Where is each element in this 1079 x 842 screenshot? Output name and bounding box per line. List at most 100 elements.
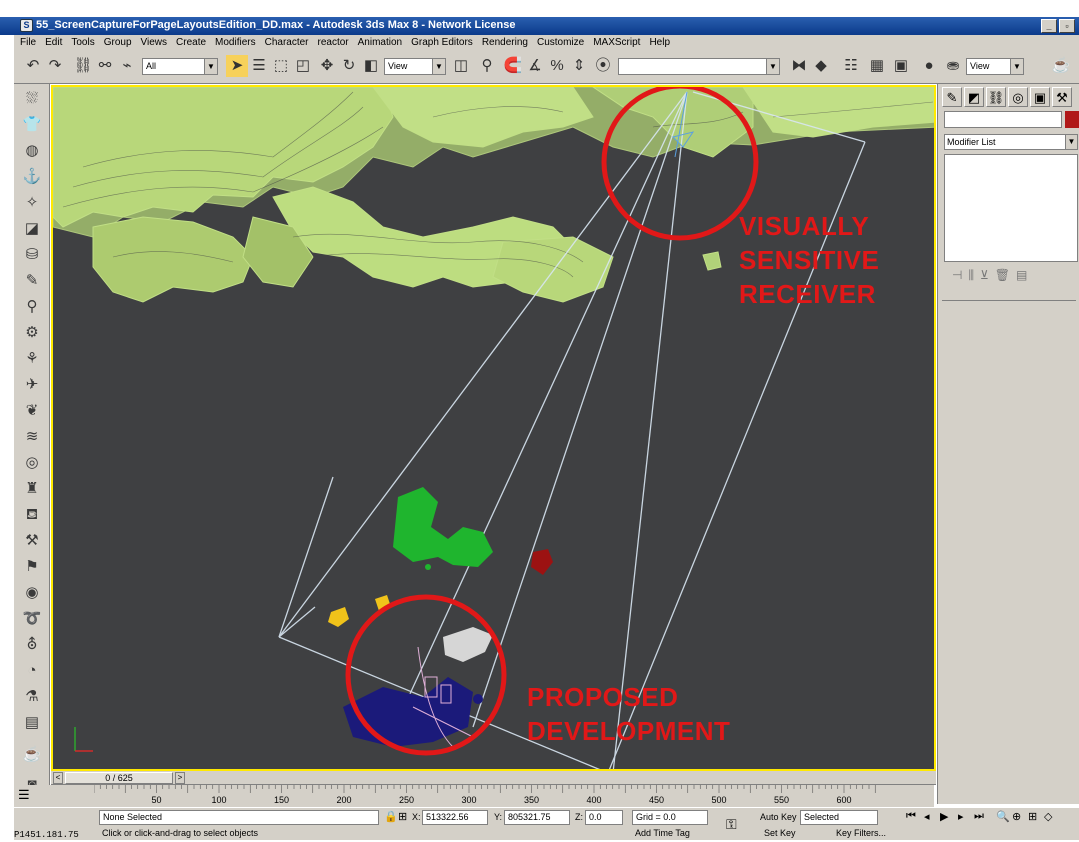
move-icon[interactable]: ✥ [320, 57, 334, 74]
unlink-icon[interactable]: ⚯ [98, 57, 112, 74]
field-of-view-icon[interactable]: ◇ [1044, 811, 1053, 823]
absolute-mode-icon[interactable]: ⊞ [398, 811, 408, 823]
zoom-all-icon[interactable]: ⊕ [1012, 811, 1022, 823]
vane-tool-icon[interactable]: ⚘ [25, 350, 39, 367]
filter-tool-icon[interactable]: ⚗ [25, 688, 39, 705]
sphere-tool-icon[interactable]: ◍ [25, 142, 39, 159]
menu-file[interactable]: File [20, 37, 37, 48]
material-editor-icon[interactable]: ● [924, 57, 934, 74]
pen-tool-icon[interactable]: ✎ [25, 272, 39, 289]
make-unique-icon[interactable]: ⊻ [979, 268, 989, 282]
star-tool-icon[interactable]: ✧ [25, 194, 39, 211]
rotate-icon[interactable]: ↻ [342, 57, 356, 74]
play-icon[interactable]: ▶ [940, 811, 949, 823]
key-icon[interactable]: ⚿ [726, 816, 737, 832]
panel-tool-icon[interactable]: ▤ [24, 714, 40, 731]
camera-tool-icon[interactable]: ◔ [27, 662, 37, 679]
loop-tool-icon[interactable]: ➰ [22, 610, 42, 627]
zoom-icon[interactable]: 🔍 [996, 811, 1010, 823]
select-object-icon[interactable]: ➤ [226, 55, 248, 77]
display-tab-icon[interactable]: ▣ [1030, 87, 1050, 107]
menu-graph-editors[interactable]: Graph Editors [411, 37, 473, 48]
add-time-tag[interactable]: Add Time Tag [635, 828, 690, 838]
ring-tool-icon[interactable]: ◎ [25, 454, 39, 471]
menu-modifiers[interactable]: Modifiers [215, 37, 256, 48]
mirror-icon[interactable]: ⧓ [791, 57, 807, 74]
key-mode-dropdown[interactable]: Selected [800, 810, 878, 825]
menu-maxscript[interactable]: MAXScript [593, 37, 641, 48]
z-coordinate-field[interactable]: 0.0 [585, 810, 623, 825]
previous-key-icon[interactable]: ◂ [924, 811, 930, 823]
key-filters-button[interactable]: Key Filters... [836, 828, 887, 838]
previous-frame-icon[interactable]: < [53, 772, 63, 784]
angle-snap-icon[interactable]: ∡ [528, 57, 542, 74]
set-key-button[interactable]: Set Key [764, 828, 796, 838]
object-color-swatch[interactable] [1065, 111, 1079, 128]
mini-curve-editor-icon[interactable]: ☰ [18, 787, 30, 802]
schematic-view-icon[interactable]: ▣ [893, 57, 909, 74]
wave-tool-icon[interactable]: ≋ [25, 428, 39, 445]
x-coordinate-field[interactable]: 513322.56 [422, 810, 488, 825]
gear-tool-icon[interactable]: ⚙ [25, 324, 39, 341]
auto-key-button[interactable]: Auto Key [760, 812, 797, 822]
hierarchy-tab-icon[interactable]: ⛓ [986, 87, 1006, 107]
hammer-tool-icon[interactable]: ⚒ [25, 532, 39, 549]
menu-group[interactable]: Group [103, 37, 132, 48]
utilities-tab-icon[interactable]: ⚒ [1052, 87, 1072, 107]
object-name-field[interactable] [944, 111, 1062, 128]
selection-filter-dropdown[interactable]: All ▼ [142, 58, 218, 75]
render-scene-icon[interactable]: ⛂ [946, 57, 960, 74]
rectangular-selection-icon[interactable]: ⬚ [273, 57, 289, 74]
window-crossing-icon[interactable]: ◰ [295, 57, 311, 74]
cylinder-tool-icon[interactable]: ⛁ [25, 246, 39, 263]
globe-tool-icon[interactable]: ◉ [25, 584, 39, 601]
minimize-button[interactable]: _ [1041, 19, 1057, 33]
spinner-snap-icon[interactable]: ⇕ [572, 57, 586, 74]
next-frame-icon[interactable]: > [175, 772, 185, 784]
menu-help[interactable]: Help [649, 37, 671, 48]
app-icon[interactable]: S [20, 19, 33, 32]
motion-tab-icon[interactable]: ◎ [1008, 87, 1028, 107]
menu-views[interactable]: Views [140, 37, 168, 48]
remove-modifier-icon[interactable]: 🗑 [994, 268, 1011, 282]
time-slider[interactable]: < 0 / 625 > [51, 771, 936, 785]
figure-tool-icon[interactable]: ♜ [25, 480, 39, 497]
go-to-start-icon[interactable]: ⏮ [906, 810, 916, 822]
track-bar[interactable]: ☰ 50 100 150 200 250 300 350 400 450 500 550 600 [14, 785, 934, 807]
viewport-top[interactable]: Visually Sensitive Receiver Proposed Dev… [51, 85, 936, 771]
maximize-button[interactable]: ▫ [1059, 19, 1075, 33]
align-icon[interactable]: ◆ [815, 57, 827, 74]
modifier-stack[interactable] [944, 154, 1078, 262]
teapot-tool-icon[interactable]: ☕ [22, 746, 42, 763]
menu-edit[interactable]: Edit [45, 37, 63, 48]
redo-icon[interactable]: ↷ [48, 57, 62, 74]
create-tab-icon[interactable]: ✎ [942, 87, 962, 107]
quick-render-icon[interactable]: ☕ [1051, 57, 1071, 74]
anchor-tool-icon[interactable]: ⚓ [22, 168, 42, 185]
undo-icon[interactable]: ↶ [26, 57, 40, 74]
menu-rendering[interactable]: Rendering [481, 37, 528, 48]
pin-tool-icon[interactable]: ⚑ [25, 558, 39, 575]
menu-character[interactable]: Character [264, 37, 309, 48]
percent-snap-icon[interactable]: % [550, 57, 564, 74]
configure-sets-icon[interactable]: ▤ [1016, 268, 1028, 282]
next-key-icon[interactable]: ▸ [958, 811, 964, 823]
menu-reactor[interactable]: reactor [317, 37, 349, 48]
snaps-toggle-icon[interactable]: 🧲 [503, 57, 523, 74]
shirt-tool-icon[interactable]: 👕 [22, 116, 42, 133]
box-tool-icon[interactable]: ◪ [24, 220, 40, 237]
edit-named-selection-icon[interactable]: ⦿ [595, 57, 611, 74]
modify-tab-icon[interactable]: ◩ [964, 87, 984, 107]
select-by-name-icon[interactable]: ☰ [252, 57, 266, 74]
pivot-center-icon[interactable]: ◫ [453, 57, 469, 74]
plane-tool-icon[interactable]: ✈ [25, 376, 39, 393]
menu-tools[interactable]: Tools [71, 37, 95, 48]
go-to-end-icon[interactable]: ⏭ [974, 810, 984, 822]
pin-stack-icon[interactable]: ⊣ [952, 268, 963, 282]
modifier-list-dropdown[interactable]: Modifier List ▼ [944, 134, 1078, 150]
cup-tool-icon[interactable]: ⛾ [25, 506, 39, 523]
menu-animation[interactable]: Animation [357, 37, 403, 48]
lock-selection-icon[interactable]: 🔒 [384, 811, 398, 823]
cloth-tool-icon[interactable]: ⛢ [26, 636, 38, 653]
menu-customize[interactable]: Customize [536, 37, 585, 48]
